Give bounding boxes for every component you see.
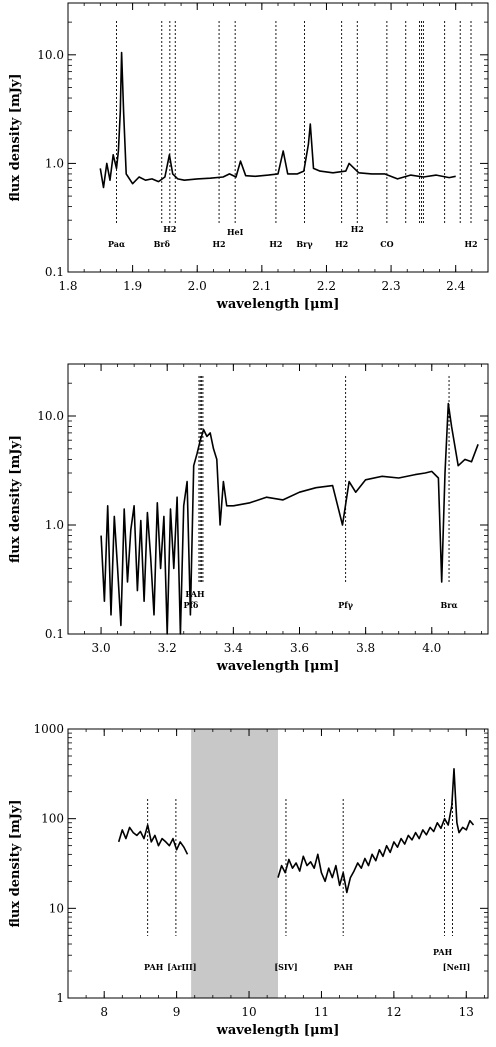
x-axis-title: wavelength [μm]	[216, 659, 340, 674]
x-tick-label: 3.0	[92, 641, 111, 655]
masked-region	[191, 729, 278, 998]
spectrum-series	[117, 824, 189, 855]
plot-frame	[67, 363, 489, 635]
line-label: PAH	[334, 962, 354, 972]
spectrum-series	[99, 51, 456, 189]
spectrum-series	[277, 767, 475, 894]
x-tick-label: 2.3	[382, 279, 401, 293]
y-axis-title: flux density [mJy]	[8, 435, 23, 563]
y-tick-label: 100	[41, 812, 64, 826]
x-tick-label: 2.1	[252, 279, 271, 293]
x-tick-label: 11	[314, 1005, 329, 1019]
line-label: Paα	[108, 239, 125, 249]
line-label: [NeII]	[443, 962, 470, 972]
line-label: Brα	[440, 600, 457, 610]
x-tick-label: 8	[100, 1005, 108, 1019]
line-label: PAH	[185, 589, 205, 599]
x-axis-title: wavelength [μm]	[216, 1023, 340, 1038]
x-tick-label: 3.8	[356, 641, 375, 655]
x-tick-label: 13	[459, 1005, 474, 1019]
x-tick-label: 3.2	[158, 641, 177, 655]
line-label: H2	[464, 239, 477, 249]
line-label: Brδ	[154, 239, 171, 249]
plot-frame	[67, 728, 489, 999]
line-label: Pfγ	[338, 600, 353, 610]
line-label: PAH	[433, 947, 453, 957]
spectrum-series	[100, 402, 479, 635]
y-tick-label: 0.1	[45, 265, 64, 279]
x-tick-label: 3.4	[224, 641, 243, 655]
x-tick-label: 10	[241, 1005, 256, 1019]
x-tick-label: 1.8	[58, 279, 77, 293]
plot-frame	[67, 2, 489, 273]
line-label: H2	[213, 239, 226, 249]
line-label: H2	[269, 239, 282, 249]
y-tick-label: 0.1	[45, 627, 64, 641]
y-tick-label: 1	[56, 991, 64, 1005]
line-label: [ArIII]	[167, 962, 196, 972]
line-label: H2	[163, 224, 176, 234]
x-tick-label: 3.6	[290, 641, 309, 655]
y-axis-title: flux density [mJy]	[8, 73, 23, 201]
line-label: [SIV]	[274, 962, 297, 972]
y-tick-label: 10	[49, 901, 64, 915]
y-tick-label: 1.0	[45, 518, 64, 532]
x-tick-label: 1.9	[123, 279, 142, 293]
x-axis-title: wavelength [μm]	[216, 297, 340, 312]
line-label: CO	[380, 239, 393, 249]
y-axis-title: flux density [mJy]	[8, 799, 23, 927]
y-tick-label: 10.0	[37, 409, 64, 423]
x-tick-label: 12	[386, 1005, 401, 1019]
line-label: H2	[335, 239, 348, 249]
x-tick-label: 2.2	[317, 279, 336, 293]
y-tick-label: 1000	[33, 722, 64, 736]
line-label: PAH	[144, 962, 164, 972]
x-tick-label: 2.4	[446, 279, 465, 293]
x-tick-label: 2.0	[188, 279, 207, 293]
x-tick-label: 4.0	[422, 641, 441, 655]
y-tick-label: 1.0	[45, 156, 64, 170]
line-label: Brγ	[296, 239, 313, 249]
line-label: HeI	[227, 227, 244, 237]
x-tick-label: 9	[173, 1005, 181, 1019]
line-label: H2	[351, 224, 364, 234]
y-tick-label: 10.0	[37, 48, 64, 62]
